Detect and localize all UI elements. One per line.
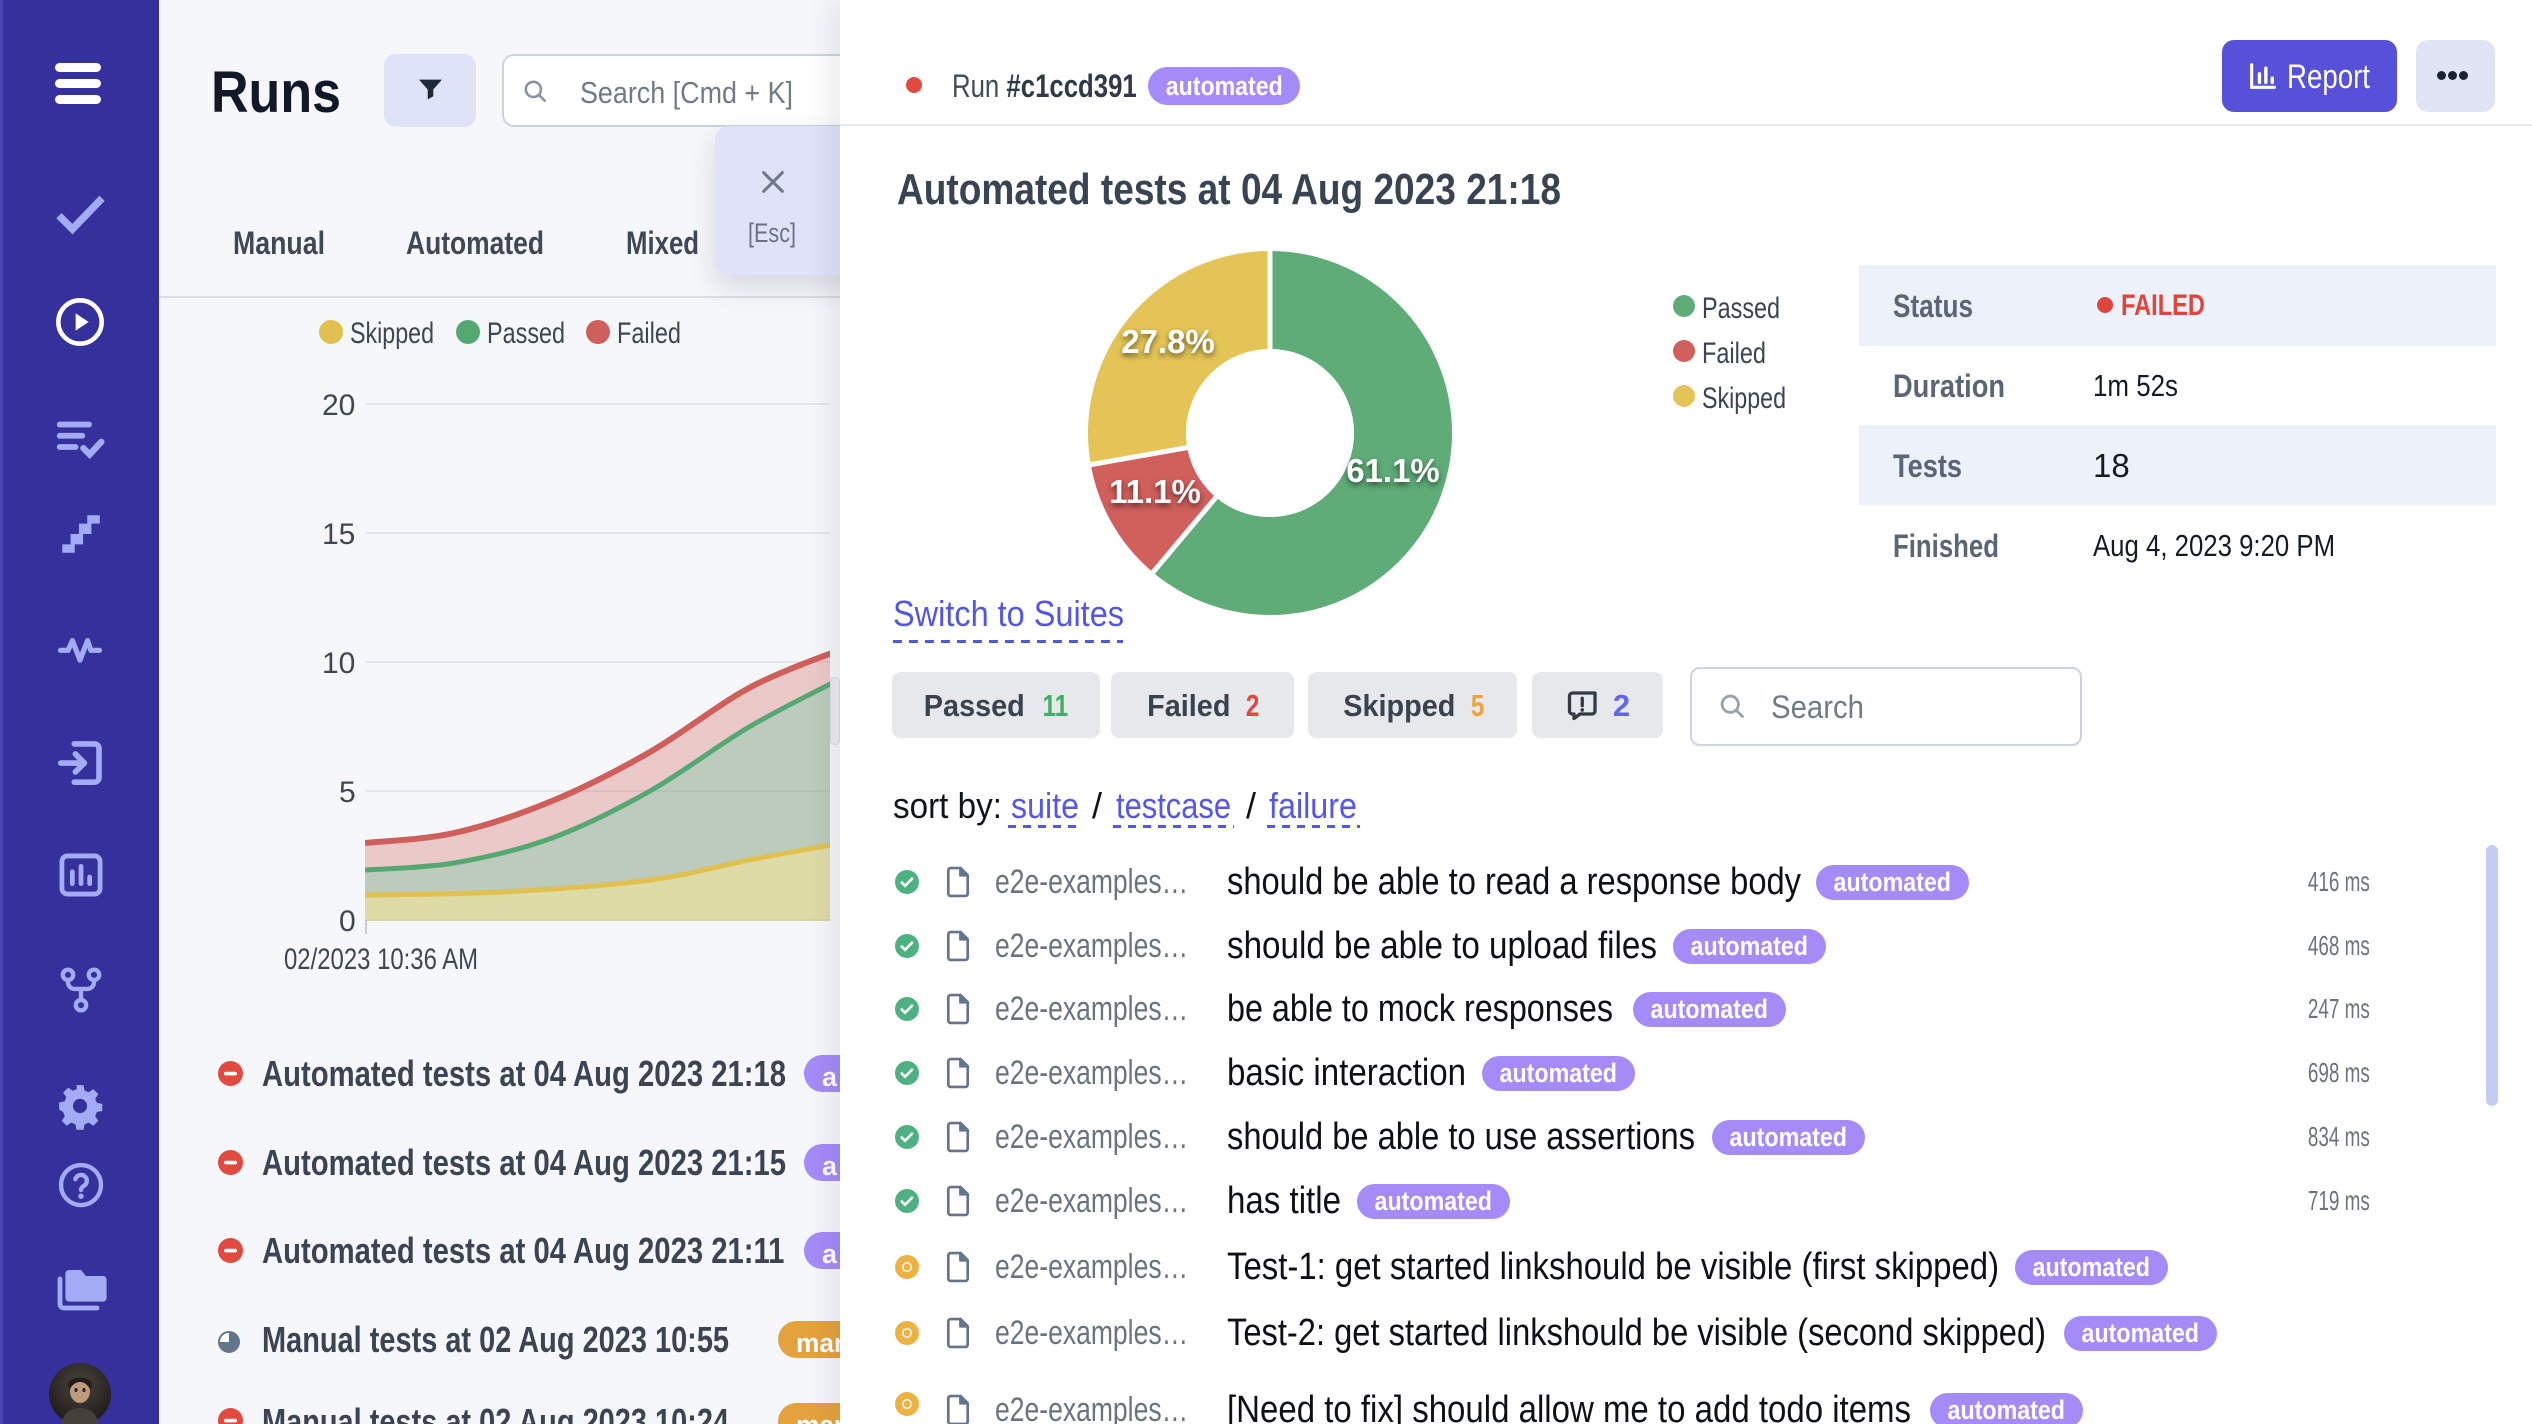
svg-text:61.1%: 61.1% [1346, 452, 1440, 489]
svg-text:27.8%: 27.8% [1121, 323, 1215, 360]
svg-text:11.1%: 11.1% [1109, 473, 1201, 510]
